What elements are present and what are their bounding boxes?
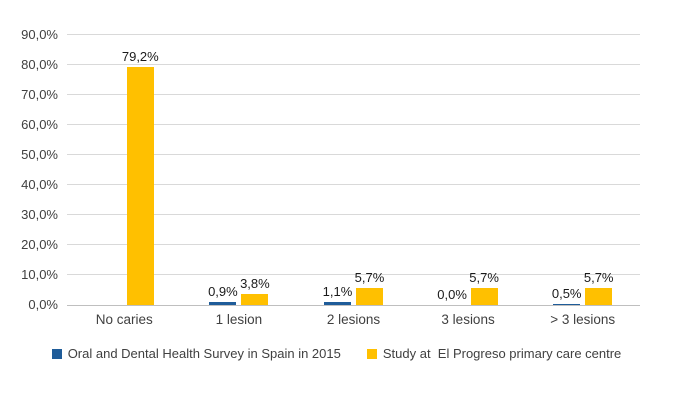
legend-item-el-progreso-study: Study at El Progreso primary care centre [366, 346, 622, 361]
bar-series-el-progreso [356, 287, 383, 305]
y-tick-label: 60,0% [21, 117, 58, 132]
x-category-label: > 3 lesions [550, 312, 616, 327]
legend: Oral and Dental Health Survey in Spain i… [0, 346, 673, 361]
gridline [67, 94, 640, 95]
y-tick-label: 0,0% [28, 297, 58, 312]
gridline [67, 64, 640, 65]
bar-series-el-progreso [126, 67, 154, 305]
bar-series-spain-survey [209, 302, 237, 305]
data-label: 79,2% [121, 49, 159, 65]
yellow-series-swatch-icon [366, 348, 377, 359]
y-tick-label: 20,0% [21, 237, 58, 252]
data-label: 5,7% [354, 269, 385, 285]
x-category-label: 1 lesion [215, 312, 263, 327]
y-tick-label: 40,0% [21, 177, 58, 192]
gridline [67, 124, 640, 125]
plot-area: 0,9% 1,1% 0,0% 0,5% 79,2% 3,8% 5,7% 5,7% 5,7% [67, 34, 640, 306]
x-axis: No caries 1 lesion 2 lesions 3 lesions > 3 l… [67, 312, 640, 327]
y-axis: 0,0% 10,0% 20,0% 30,0% 40,0% 50,0% 60,0% 70,0% 8… [0, 27, 58, 312]
legend-label: Study at El Progreso primary care centre [382, 346, 622, 361]
x-category-label: 3 lesions [441, 312, 495, 327]
data-label: 1,1% [322, 283, 353, 299]
y-tick-label: 70,0% [21, 87, 58, 102]
gridline [67, 214, 640, 215]
y-tick-label: 80,0% [21, 57, 58, 72]
bar-series-el-progreso [585, 287, 613, 305]
legend-item-survey-spain-2015: Oral and Dental Health Survey in Spain i… [51, 346, 341, 361]
gridline [67, 244, 640, 245]
bar-series-spain-survey [324, 301, 351, 305]
bar-series-spain-survey [553, 303, 581, 305]
data-label: 0,5% [551, 285, 582, 301]
gridline [67, 274, 640, 275]
x-category-label: No caries [95, 312, 153, 327]
y-tick-label: 10,0% [21, 267, 58, 282]
data-label: 5,7% [469, 269, 499, 285]
data-label: 0,0% [437, 287, 467, 302]
blue-series-swatch-icon [51, 348, 62, 359]
gridline [67, 184, 640, 185]
bar-series-el-progreso [470, 287, 498, 305]
y-tick-label: 90,0% [21, 27, 58, 42]
gridline [67, 34, 640, 35]
bar-series-el-progreso [241, 293, 269, 305]
data-label: 5,7% [583, 269, 614, 285]
data-label: 3,8% [240, 275, 270, 291]
gridline [67, 154, 640, 155]
x-category-label: 2 lesions [326, 312, 381, 327]
y-tick-label: 30,0% [21, 207, 58, 222]
y-tick-label: 50,0% [21, 147, 58, 162]
data-label: 0,9% [208, 284, 238, 300]
legend-label: Oral and Dental Health Survey in Spain i… [67, 346, 341, 361]
